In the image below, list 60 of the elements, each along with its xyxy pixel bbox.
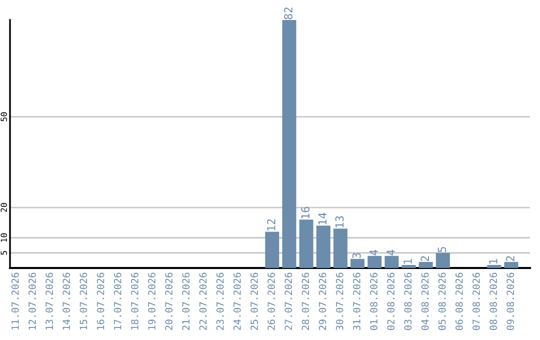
data-label: 2 xyxy=(420,256,429,262)
x-tick-label: 30.07.2026 xyxy=(336,272,344,330)
bar xyxy=(282,20,296,268)
x-tick-label: 25.07.2026 xyxy=(250,272,258,330)
bar xyxy=(384,256,399,268)
data-label: 12 xyxy=(266,219,276,230)
bar xyxy=(418,262,433,268)
data-label: 82 xyxy=(284,8,292,20)
x-tick-label: 26.07.2026 xyxy=(268,272,275,330)
x-tick-label: 17.07.2026 xyxy=(114,272,122,330)
x-tick-label: 14.07.2026 xyxy=(62,272,70,330)
x-tick-label: 03.08.2026 xyxy=(404,272,412,330)
data-label: 4 xyxy=(370,250,378,256)
x-tick-label: 27.07.2026 xyxy=(284,272,292,330)
x-tick-label: 01.08.2026 xyxy=(370,272,378,330)
x-tick-label: 31.07.2026 xyxy=(353,272,360,330)
x-tick-label: 21.07.2026 xyxy=(182,272,190,330)
x-tick-label: 13.07.2026 xyxy=(46,272,53,330)
x-tick-label: 02.08.2026 xyxy=(387,272,395,330)
x-tick-label: 09.08.2026 xyxy=(506,272,514,330)
x-tick-label: 24.07.2026 xyxy=(233,272,241,330)
data-label: 4 xyxy=(386,250,395,256)
x-tick-label: 20.07.2026 xyxy=(165,272,173,330)
x-tick-label: 11.07.2026 xyxy=(11,272,19,330)
data-label: 1 xyxy=(489,259,498,264)
data-label: 16 xyxy=(301,206,310,218)
data-label: 14 xyxy=(318,212,326,224)
x-tick-label: 12.07.2026 xyxy=(28,272,36,330)
x-tick-label: 05.08.2026 xyxy=(438,272,446,330)
bar xyxy=(333,228,348,268)
x-tick-label: 23.07.2026 xyxy=(216,272,224,330)
x-tick-label: 29.07.2026 xyxy=(318,272,326,330)
bar xyxy=(265,232,280,268)
x-tick-label: 18.07.2026 xyxy=(131,272,138,330)
y-tick-label: 10 xyxy=(0,233,7,242)
y-tick-label: 5 xyxy=(0,251,7,255)
x-tick-label: 04.08.2026 xyxy=(421,272,429,330)
data-label: 2 xyxy=(506,256,514,262)
y-tick-label: 20 xyxy=(0,203,7,212)
x-tick-label: 08.08.2026 xyxy=(490,272,497,330)
x-tick-label: 06.08.2026 xyxy=(455,272,463,330)
x-tick-label: 19.07.2026 xyxy=(148,272,156,330)
data-label: 1 xyxy=(404,259,412,264)
bar xyxy=(402,264,416,268)
bar xyxy=(487,264,502,268)
bar xyxy=(436,252,450,268)
data-label: 3 xyxy=(352,253,361,258)
x-tick-label: 07.08.2026 xyxy=(472,272,480,330)
bar xyxy=(316,226,330,268)
x-tick-label: 16.07.2026 xyxy=(96,272,104,330)
bar xyxy=(368,256,382,268)
data-label: 13 xyxy=(335,216,344,228)
x-tick-label: 22.07.2026 xyxy=(199,272,207,330)
y-tick-label: 50 xyxy=(0,112,7,122)
bar xyxy=(504,262,518,268)
x-tick-label: 15.07.2026 xyxy=(80,272,88,330)
x-tick-label: 28.07.2026 xyxy=(302,272,310,330)
bar xyxy=(299,220,314,268)
bar xyxy=(350,258,365,268)
data-label: 5 xyxy=(438,247,446,252)
